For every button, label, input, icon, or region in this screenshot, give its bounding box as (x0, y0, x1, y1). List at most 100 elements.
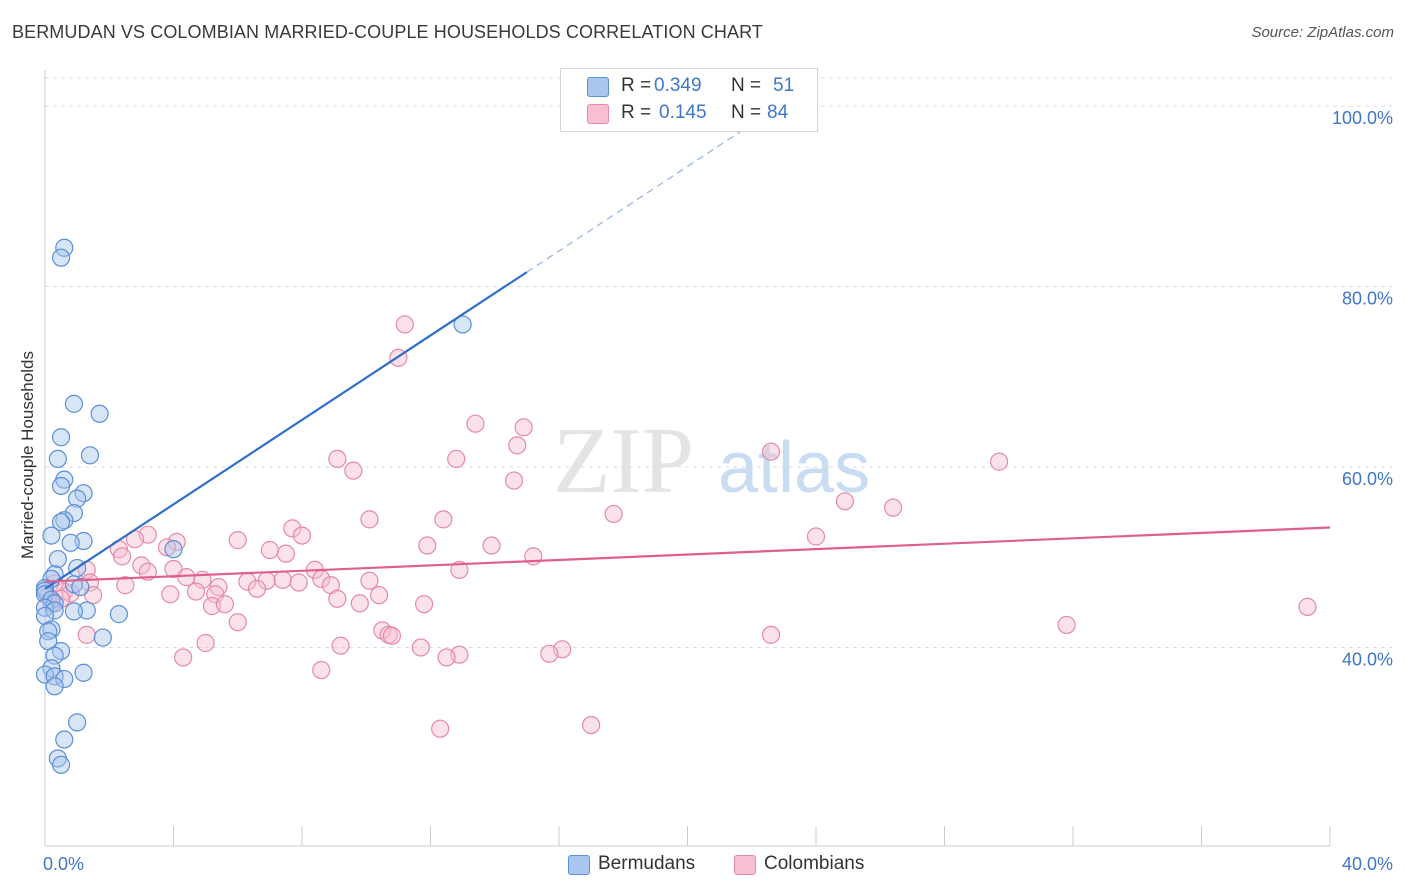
colombians-point (331, 636, 350, 655)
colombians-point (835, 492, 855, 511)
bermudans-point (45, 677, 64, 696)
colombians-point (161, 585, 180, 604)
bermudans-point (109, 605, 128, 624)
colombians-point (582, 715, 601, 735)
x-tick-label: 0.0% (43, 854, 84, 874)
colombians-point (604, 504, 623, 524)
colombians-point (328, 589, 347, 608)
colombians-point (247, 579, 267, 598)
watermark-atlas: atlas (718, 428, 870, 508)
watermark-zip: ZIP (553, 409, 694, 513)
colombians-point (761, 625, 781, 644)
colombians-point (292, 526, 312, 545)
colombians-points (39, 315, 1317, 738)
bermudans-point (71, 577, 90, 597)
colombians-point (312, 660, 331, 680)
colombians-point (177, 568, 196, 587)
bermudans-point (164, 540, 183, 559)
bermudans-point (68, 489, 87, 508)
colombians-point (138, 562, 157, 581)
bermudans-point (51, 755, 71, 774)
bermudans-n-value: 51 (773, 75, 795, 96)
legend-bermudans-label: Bermudans (598, 853, 696, 874)
colombians-point (260, 540, 279, 560)
y-tick-label: 60.0% (1342, 469, 1393, 489)
chart-title: BERMUDAN VS COLOMBIAN MARRIED-COUPLE HOU… (12, 22, 763, 42)
bermudans-point (61, 533, 80, 552)
colombians-point (84, 586, 103, 605)
bermudans-points (35, 238, 472, 774)
axes (44, 70, 1331, 847)
colombians-point (276, 544, 296, 563)
colombians-r-label: R = (621, 102, 652, 123)
legend-colombians-swatch (734, 855, 756, 875)
bermudans-point (93, 628, 112, 647)
bermudans-r-label: R = (621, 75, 652, 96)
colombians-point (1057, 615, 1076, 635)
colombians-point (360, 571, 379, 590)
bermudans-point (39, 622, 58, 641)
colombians-point (174, 648, 193, 667)
colombians-point (344, 461, 363, 480)
bermudans-point (51, 476, 71, 496)
colombians-point (434, 510, 453, 529)
colombians-point (414, 595, 434, 614)
colombians-point (466, 414, 485, 433)
bermudans-trendline (44, 271, 528, 590)
legend-bermudans-swatch (568, 855, 590, 875)
y-tick-label: 40.0% (1342, 649, 1393, 669)
colombians-r-value: 0.145 (659, 102, 707, 123)
colombians-point (411, 638, 430, 657)
bermudans-point (64, 503, 84, 523)
colombians-point (431, 719, 450, 738)
y-tick-label: 100.0% (1332, 108, 1393, 128)
bermudans-point (64, 602, 84, 621)
colombians-point (395, 315, 414, 334)
colombians-point (990, 452, 1009, 471)
colombians-point (196, 633, 215, 653)
bermudans-point (55, 511, 74, 530)
colombians-point (157, 538, 177, 557)
colombians-point (228, 613, 247, 632)
colombians-point (164, 559, 183, 579)
colombians-point (112, 547, 132, 566)
colombians-point (360, 510, 379, 529)
trendlines (44, 123, 1331, 590)
colombians-point (273, 570, 292, 589)
bermudans-n-label: N = (731, 75, 762, 96)
bermudans-point (42, 526, 61, 545)
bermudans-point (64, 394, 84, 413)
colombians-point (328, 449, 347, 469)
colombians-point (806, 527, 826, 546)
bermudans-point (48, 449, 67, 469)
bermudans-swatch (587, 77, 609, 97)
bermudans-point (55, 730, 74, 749)
colombians-point (447, 449, 466, 469)
bermudans-point (55, 669, 74, 689)
colombians-point (450, 560, 469, 579)
colombians-point (418, 536, 437, 555)
bermudans-point (80, 446, 100, 465)
colombians-n-label: N = (731, 102, 762, 123)
bermudans-point (45, 601, 64, 620)
bermudans-point (51, 248, 71, 267)
colombians-point (215, 595, 234, 614)
colombians-swatch (587, 104, 609, 124)
bermudans-point (74, 663, 93, 682)
colombians-point (482, 536, 501, 555)
bermudans-point (42, 620, 61, 639)
bermudans-point (90, 404, 109, 423)
colombians-point (883, 498, 903, 517)
colombians-point (382, 626, 402, 645)
bermudans-r-value: 0.349 (654, 75, 702, 96)
colombians-point (228, 531, 247, 550)
watermark: ZIP atlas (553, 409, 870, 513)
stats-row-bermudans: R = 0.349 N = 51 (561, 74, 817, 100)
colombians-point (283, 519, 302, 538)
colombians-point (761, 442, 781, 461)
bermudans-point (45, 594, 64, 613)
colombians-point (206, 585, 225, 604)
colombians-point (437, 648, 456, 667)
x-tick-label: 40.0% (1342, 854, 1393, 874)
